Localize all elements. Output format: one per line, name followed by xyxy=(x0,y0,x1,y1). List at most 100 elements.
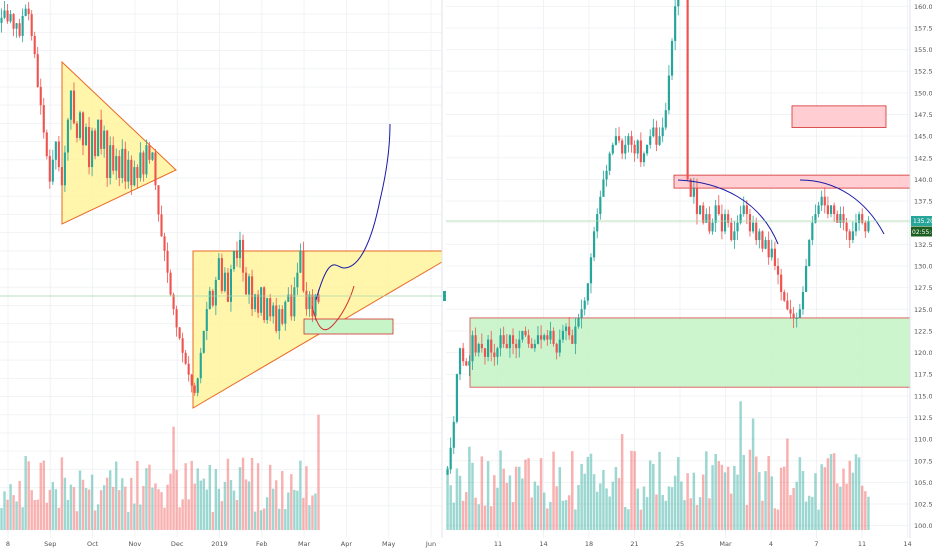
right-candle-body xyxy=(583,300,586,310)
right-candle-body xyxy=(608,153,611,171)
right-volume-bar xyxy=(505,482,509,530)
right-volume-bar xyxy=(645,497,649,530)
right-countdown-label: 02:55:44 xyxy=(912,229,932,236)
left-volume-bar xyxy=(139,504,142,530)
right-candle-body xyxy=(811,222,814,241)
right-volume-bar xyxy=(789,495,792,530)
left-volume-bar xyxy=(84,487,88,530)
right-candle-body xyxy=(667,75,671,111)
right-volume-bar xyxy=(832,453,836,530)
right-volume-bar xyxy=(577,485,580,530)
right-candle-body xyxy=(524,330,527,336)
right-volume-bar xyxy=(758,472,761,530)
left-volume-bar xyxy=(75,511,79,530)
left-x-tick-label: 8 xyxy=(6,540,10,548)
right-price-axis[interactable]: 160.00 157.50 155.00 152.50 150.00 147.50 145.… xyxy=(909,0,932,538)
left-candle-body xyxy=(187,363,190,375)
left-chart-panel[interactable] xyxy=(0,0,443,538)
right-volume-bar xyxy=(580,463,583,530)
left-candle-body xyxy=(66,119,69,153)
left-volume-bar xyxy=(115,461,118,530)
right-volume-bar xyxy=(630,450,633,530)
right-candle-body xyxy=(521,330,524,340)
left-candle-body xyxy=(97,119,100,157)
left-candle-body xyxy=(142,152,145,175)
right-candle-body xyxy=(864,222,867,232)
left-candle-body xyxy=(254,294,257,310)
right-candle-body xyxy=(748,214,752,232)
left-candle-body xyxy=(115,156,118,171)
right-volume-bar xyxy=(558,467,562,530)
right-volume-bar xyxy=(583,473,586,530)
left-candle-body xyxy=(226,272,229,302)
left-candle-body xyxy=(157,185,160,215)
right-volume-bar xyxy=(786,438,789,530)
right-y-tick-label: 125.00 xyxy=(914,306,932,314)
right-volume-bar xyxy=(708,498,711,530)
left-candle-body xyxy=(208,290,211,310)
right-candle-body xyxy=(589,257,593,284)
right-candle-body xyxy=(689,179,692,197)
right-volume-bar xyxy=(798,457,802,530)
right-candle-body xyxy=(773,248,777,266)
right-candle-body xyxy=(857,214,861,223)
left-volume-bar xyxy=(18,480,21,530)
right-volume-bar xyxy=(521,478,524,530)
left-volume-bar xyxy=(187,499,190,530)
right-candle-body xyxy=(670,40,674,76)
left-candle-body xyxy=(57,141,60,168)
right-volume-bar xyxy=(564,500,568,530)
right-candle-body xyxy=(617,136,621,141)
left-volume-bar xyxy=(178,507,181,530)
left-candle-body xyxy=(317,294,320,302)
right-volume-bar xyxy=(461,500,465,530)
right-candle-body xyxy=(742,205,745,215)
right-chart-panel[interactable] xyxy=(446,0,911,538)
right-volume-bar xyxy=(845,483,848,530)
left-candle-body xyxy=(127,159,130,182)
left-volume-bar xyxy=(247,481,251,530)
left-volume-bar xyxy=(15,501,18,530)
left-candle-body xyxy=(217,258,220,280)
right-volume-bar xyxy=(751,418,755,530)
left-candle-body xyxy=(296,272,299,288)
left-candle-body xyxy=(169,272,172,295)
left-candle-body xyxy=(151,152,154,160)
left-volume-bar xyxy=(281,471,284,530)
right-volume-bar xyxy=(829,454,833,530)
left-candle-body xyxy=(30,14,33,36)
right-candle-body xyxy=(798,309,801,318)
left-volume-bar xyxy=(145,468,148,530)
right-volume-bar xyxy=(848,460,851,530)
right-candle-body xyxy=(804,266,808,292)
left-candle-body xyxy=(148,145,151,160)
right-candle-body xyxy=(568,326,571,336)
left-candle-body xyxy=(24,8,27,16)
right-y-tick-label: 122.50 xyxy=(914,327,932,335)
left-candle-body xyxy=(305,290,308,310)
right-candle-body xyxy=(639,140,642,163)
right-volume-bar xyxy=(465,492,468,530)
left-volume-bar xyxy=(127,511,130,530)
right-volume-bar xyxy=(480,456,484,530)
left-volume-bar xyxy=(284,509,287,530)
left-volume-bar xyxy=(296,490,299,530)
left-volume-bar xyxy=(69,484,73,530)
left-candle-body xyxy=(299,250,302,273)
right-candle-body xyxy=(624,144,627,154)
left-candle-body xyxy=(106,130,109,178)
left-volume-bar xyxy=(253,511,257,530)
right-volume-bar xyxy=(561,500,565,530)
right-volume-bar xyxy=(814,473,817,530)
left-volume-bar xyxy=(51,481,55,530)
right-candle-body xyxy=(730,222,733,241)
left-candle-body xyxy=(112,145,115,171)
left-candle-body xyxy=(78,112,82,138)
right-volume-bar xyxy=(468,446,471,530)
right-candle-body xyxy=(695,188,699,215)
right-volume-bar xyxy=(486,461,490,530)
right-candle-body xyxy=(571,335,574,344)
right-volume-bar xyxy=(493,475,496,530)
left-volume-bar xyxy=(90,474,94,530)
